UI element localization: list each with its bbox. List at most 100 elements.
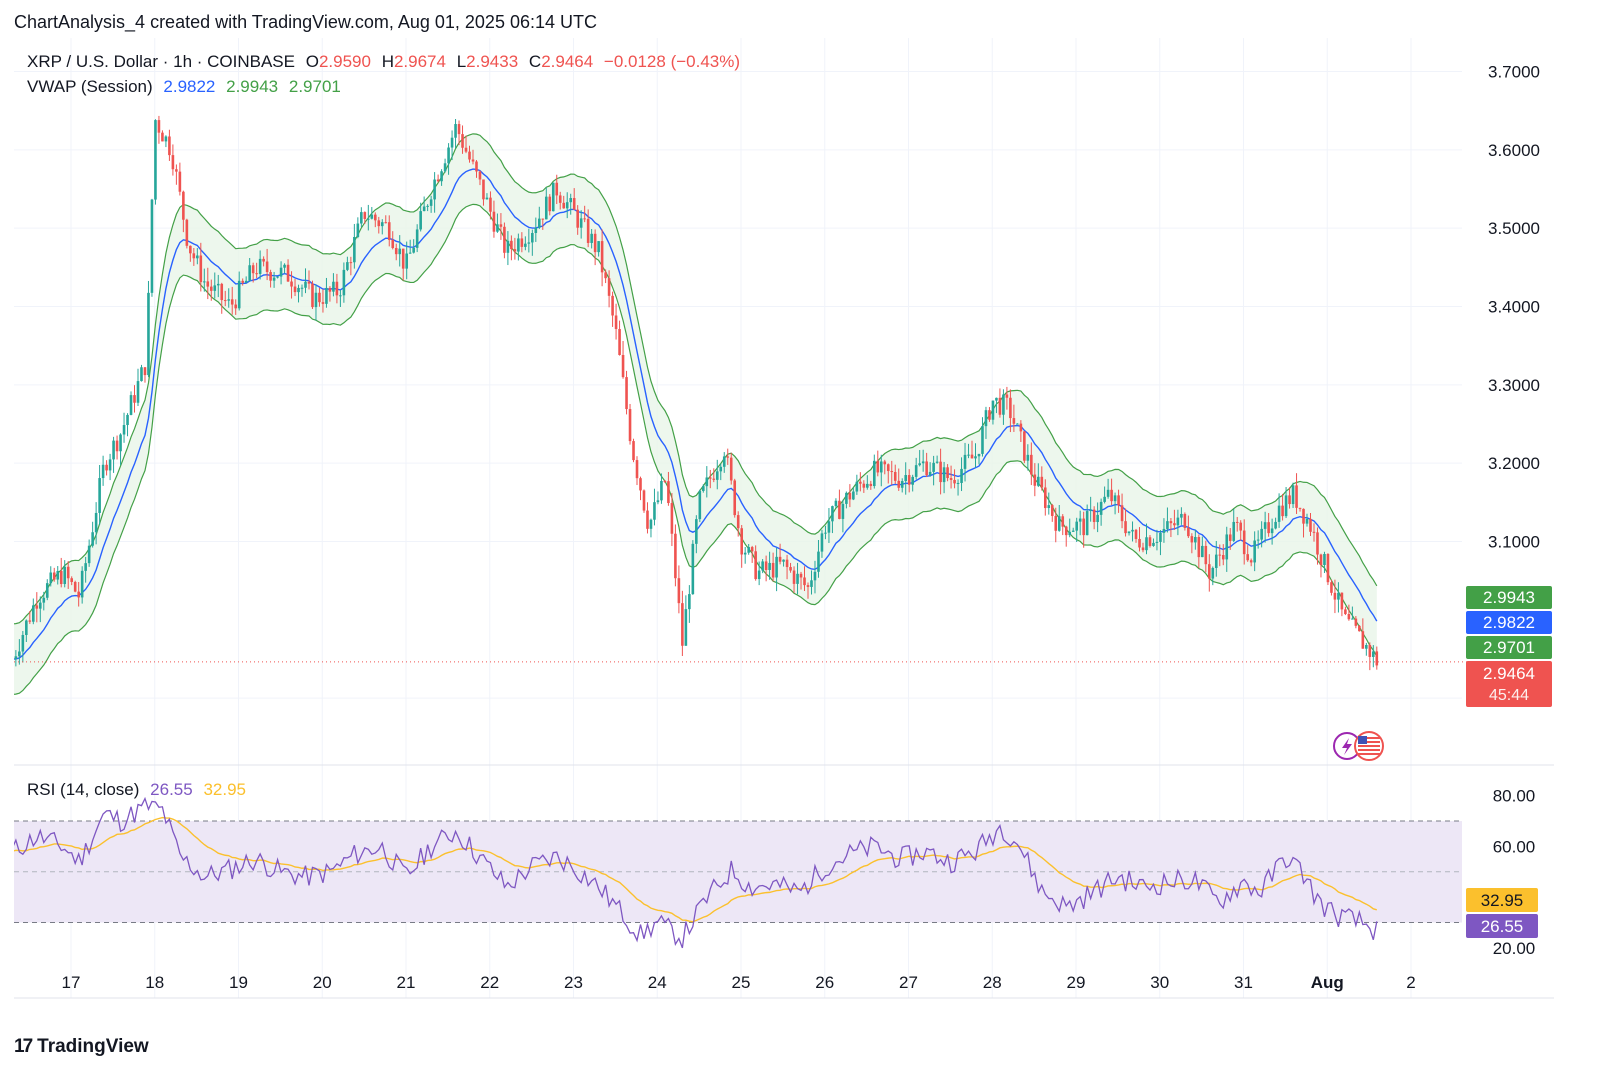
candle-body	[538, 218, 541, 228]
candle-body	[367, 218, 370, 220]
candle-body	[405, 253, 408, 269]
candle-body	[670, 503, 674, 534]
candle-body	[314, 292, 318, 308]
rsi-ma-badge	[1466, 888, 1538, 912]
candle-body	[1016, 423, 1019, 425]
candle-body	[778, 556, 782, 562]
candle-body	[1256, 539, 1260, 541]
candle-body	[1113, 495, 1117, 502]
candle-body	[485, 197, 489, 200]
candle-body	[353, 236, 356, 263]
candle-body	[1291, 485, 1295, 505]
candle-body	[900, 481, 904, 488]
candle-body	[1002, 394, 1005, 415]
candle-body	[1204, 545, 1208, 565]
candle-body	[1375, 651, 1379, 666]
candle-body	[1235, 521, 1239, 523]
candle-body	[642, 490, 646, 511]
candle-body	[143, 367, 147, 376]
candle-body	[635, 460, 639, 479]
candle-body	[42, 597, 46, 603]
vwap-label[interactable]: VWAP (Session)	[27, 77, 153, 96]
candle-body	[499, 224, 503, 227]
candle-body	[663, 480, 667, 482]
candle-body	[1358, 625, 1361, 632]
candle-body	[1005, 394, 1009, 398]
candle-body	[1138, 538, 1141, 548]
candle-body	[981, 426, 984, 454]
candle-body	[178, 171, 182, 192]
flag-stripe	[1358, 745, 1380, 747]
chart-canvas[interactable]: 3.7000 3.6000 3.5000 3.4000 3.3000 3.2000 3.10…	[11, 38, 1586, 1026]
candle-body	[63, 566, 67, 585]
close-label: C	[528, 52, 542, 71]
candle-body	[122, 425, 126, 435]
rsi-label[interactable]: RSI (14, close)	[27, 780, 140, 799]
candle-body	[119, 434, 122, 452]
candle-body	[293, 286, 297, 293]
candle-body	[1194, 537, 1197, 543]
low-label: L	[456, 52, 467, 71]
candle-body	[834, 500, 838, 507]
price-tick-label: 3.2000	[1488, 454, 1540, 473]
candle-body	[803, 577, 806, 586]
candle-body	[447, 147, 450, 164]
time-tick-label: 20	[313, 973, 332, 992]
candle-body	[541, 218, 545, 220]
candle-body	[1043, 487, 1047, 509]
candle-body	[342, 269, 346, 296]
candle-body	[87, 545, 91, 564]
candle-body	[946, 467, 949, 479]
candle-body	[1323, 553, 1326, 566]
vwap-badge	[1466, 611, 1552, 634]
candle-body	[373, 214, 377, 221]
candle-body	[185, 219, 189, 246]
lightning-bolt-icon	[1342, 738, 1352, 755]
candle-body	[45, 583, 49, 598]
chart-attribution: ChartAnalysis_4 created with TradingView…	[14, 12, 597, 32]
candle-body	[1023, 431, 1026, 461]
candle-body	[750, 547, 754, 552]
candle-body	[234, 304, 238, 309]
candle-body	[551, 182, 555, 212]
candle-body	[1134, 529, 1138, 539]
candle-body	[38, 602, 42, 609]
candle-body	[600, 241, 604, 273]
symbol-label[interactable]: XRP / U.S. Dollar · 1h · COINBASE	[27, 52, 295, 71]
candle-body	[649, 519, 653, 529]
candle-body	[1030, 454, 1033, 475]
candle-body	[108, 459, 112, 471]
candle-body	[733, 480, 737, 516]
candle-body	[206, 281, 210, 287]
high-value: 2.9674	[393, 52, 446, 71]
candle-body	[921, 461, 925, 464]
rsi-badge	[1466, 914, 1538, 938]
candle-body	[691, 543, 695, 595]
candle-body	[956, 482, 960, 484]
time-tick-label: 2	[1406, 973, 1415, 992]
candle-body	[565, 202, 569, 209]
candle-body	[873, 460, 876, 487]
candle-body	[963, 454, 967, 469]
tradingview-footer[interactable]: 17 TradingView	[14, 1036, 149, 1058]
price-tick-label: 3.5000	[1488, 219, 1540, 238]
candle-body	[32, 605, 35, 622]
candle-body	[764, 561, 768, 570]
candle-body	[255, 273, 258, 275]
time-tick-label: 27	[899, 973, 918, 992]
candle-body	[1092, 509, 1096, 523]
candle-body	[677, 578, 681, 604]
candle-body	[307, 281, 311, 284]
candle-body	[321, 302, 325, 304]
candle-body	[754, 551, 757, 580]
candle-body	[827, 521, 831, 533]
candle-body	[618, 329, 621, 355]
vwap-lower-badge-text: 2.9701	[1483, 638, 1535, 657]
candle-body	[209, 286, 213, 291]
flag-stripe	[1358, 753, 1380, 755]
candle-body	[269, 272, 272, 281]
candle-body	[918, 463, 921, 466]
candle-body	[1288, 495, 1291, 505]
candle-body	[258, 258, 262, 274]
candle-body	[52, 572, 56, 580]
